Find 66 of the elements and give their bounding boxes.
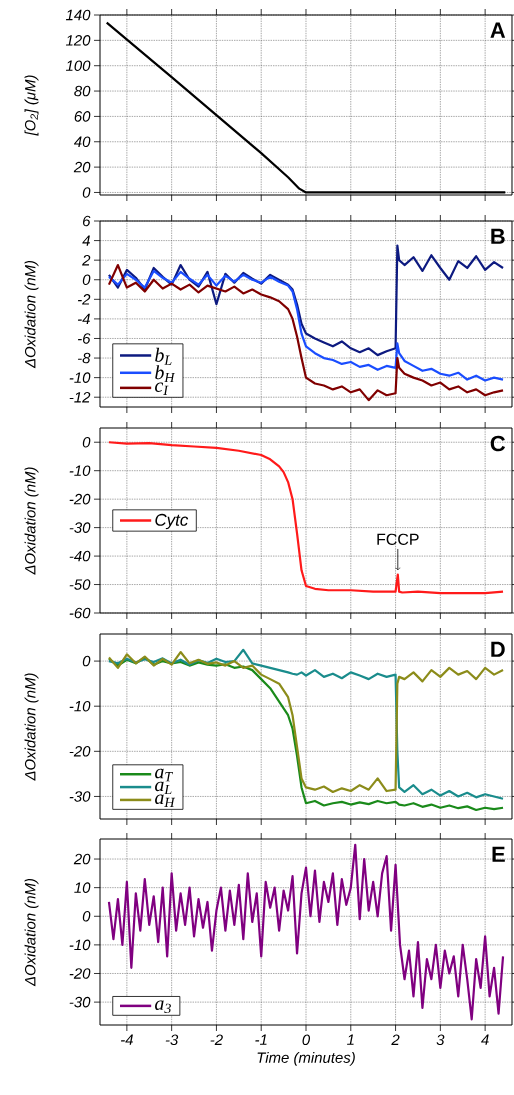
y-tick-label: 0 [82, 187, 91, 198]
y-tick-label: 20 [73, 853, 91, 865]
line-series [107, 843, 505, 1021]
x-tick-label: 0 [302, 1034, 311, 1046]
y-tick-label: -10 [69, 700, 91, 712]
chart-title: C [490, 435, 506, 452]
y-tick-label: -6 [77, 333, 91, 344]
y-tick-label: 40 [73, 136, 91, 148]
y-tick-label: 6 [83, 215, 91, 227]
y-tick-label: -30 [69, 791, 91, 802]
y-tick-label: 0 [82, 655, 91, 667]
x-axis-title: Time (minutes) [257, 1051, 355, 1066]
x-tick-label: 2 [391, 1034, 400, 1045]
y-tick-label: -2 [77, 294, 91, 305]
x-tick-label: -2 [210, 1034, 223, 1045]
y-tick-label: -20 [69, 746, 91, 757]
legend-label: a$_{L}$ [155, 781, 172, 795]
y-axis-title: [O$_{2}$] (μM) [24, 75, 39, 136]
y-axis-title: ΔOxidation (nM) [24, 673, 39, 781]
y-tick-label: 120 [65, 35, 91, 46]
y-tick-label: -10 [69, 939, 91, 951]
legend-label: a$_{T}$ [155, 768, 173, 782]
chart-title: D [491, 641, 505, 657]
legend-label: a$_{H}$ [155, 794, 176, 807]
y-tick-label: -8 [77, 352, 91, 364]
legend-label: a$_{3}$ [155, 1000, 171, 1014]
chart-title: E [492, 846, 505, 862]
y-tick-label: -30 [69, 996, 91, 1008]
x-tick-label: 4 [481, 1034, 489, 1045]
y-tick-label: 4 [82, 235, 90, 246]
y-tick-label: 0 [82, 910, 91, 922]
y-tick-label: -12 [69, 391, 91, 403]
annotation: FCCP [377, 533, 419, 545]
x-tick-label: -1 [255, 1034, 267, 1045]
chart-title: A [490, 22, 506, 38]
y-tick-label: 10 [74, 882, 91, 893]
legend-label: c$_{I}$ [155, 382, 169, 395]
y-tick-label: 100 [65, 60, 91, 71]
y-axis-title: ΔOxidation (nM) [24, 878, 39, 987]
y-tick-label: 0 [82, 436, 91, 448]
legend-label: b$_{L}$ [155, 347, 172, 365]
y-tick-label: 20 [73, 161, 91, 173]
y-tick-label: -60 [69, 607, 91, 619]
y-tick-label: -20 [69, 493, 91, 505]
legend-label: Cytc [155, 513, 189, 530]
chart-title: B [491, 228, 505, 244]
y-tick-label: -10 [69, 465, 91, 476]
line-series [107, 269, 505, 382]
y-axis-title: ΔOxidation (nM) [24, 467, 39, 575]
y-tick-label: 80 [74, 85, 91, 97]
y-tick-label: 60 [74, 111, 91, 122]
x-tick-label: 3 [436, 1034, 445, 1046]
y-tick-label: -4 [77, 313, 90, 325]
x-tick-label: -4 [120, 1034, 133, 1045]
y-tick-label: 140 [65, 9, 91, 21]
y-tick-label: 2 [82, 254, 91, 266]
y-tick-label: -30 [69, 522, 91, 533]
y-tick-label: -10 [69, 372, 91, 383]
x-tick-label: 1 [347, 1034, 354, 1045]
y-tick-label: -50 [69, 579, 91, 590]
y-tick-label: -40 [69, 550, 91, 562]
y-tick-label: 0 [82, 274, 91, 286]
x-tick-label: -3 [165, 1034, 179, 1046]
legend-label: b$_{H}$ [155, 365, 176, 383]
y-axis-title: ΔOxidation (nM) [24, 260, 39, 369]
y-tick-label: -20 [69, 968, 91, 979]
